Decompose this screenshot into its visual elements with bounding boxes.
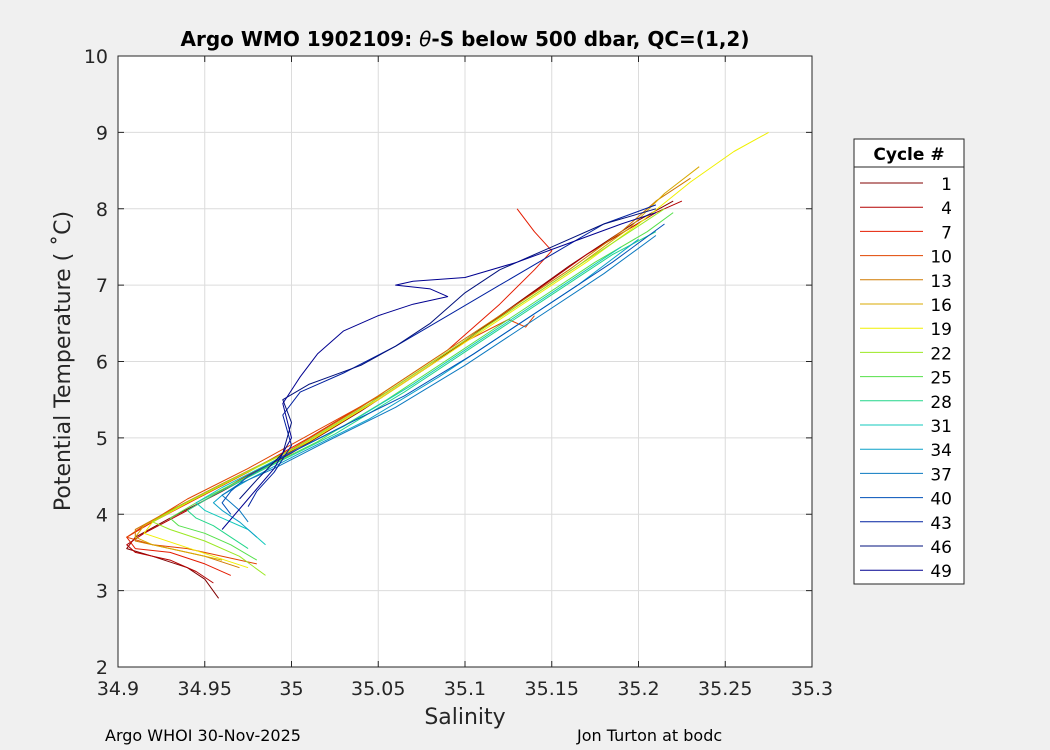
series-line-16 (221, 212, 657, 530)
x-tick-label: 35 (279, 678, 303, 700)
chart-title: Argo WMO 1902109: θ-S below 500 dbar, QC… (181, 27, 750, 51)
x-tick-label: 35.05 (351, 678, 405, 700)
legend-label: 7 (941, 223, 952, 243)
series-line-1 (126, 200, 683, 584)
y-tick-label: 8 (96, 199, 108, 221)
series-line-10 (195, 246, 622, 546)
legend-label: 10 (930, 248, 952, 268)
series-line-13 (221, 223, 665, 515)
footer-right: Jon Turton at bodc (576, 726, 722, 745)
series-line-14 (247, 204, 657, 507)
legend-label: 16 (930, 296, 952, 316)
x-tick-label: 35.25 (698, 678, 752, 700)
legend-label: 25 (930, 369, 952, 389)
grid-lines (117, 55, 813, 668)
legend-box (853, 138, 965, 585)
legend-label: 13 (930, 272, 952, 292)
legend-label: 19 (930, 320, 952, 340)
legend-label: 22 (930, 344, 952, 364)
footer-left: Argo WHOI 30-Nov-2025 (105, 726, 301, 745)
axis-ticks: 34.9 34.95 35 35.05 35.1 35.15 35.2 35.25 35.323… (84, 46, 833, 700)
series-line-7 (152, 208, 665, 576)
legend-label: 49 (930, 562, 952, 582)
x-tick-label: 35.2 (617, 678, 659, 700)
legend-items: 1 4 7 10 13 16 19 22 25 28 31 34 37 40 43 46 49 (860, 175, 952, 582)
series-line-0 (126, 200, 674, 599)
y-axis-title: Potential Temperature ( ˚C) (51, 211, 76, 511)
legend-label: 4 (941, 199, 952, 219)
y-tick-label: 4 (96, 504, 108, 526)
x-tick-label: 35.3 (791, 678, 833, 700)
x-tick-label: 34.9 (97, 678, 139, 700)
legend-label: 40 (930, 490, 952, 510)
legend-title: Cycle # (873, 145, 944, 165)
legend-label: 46 (930, 538, 952, 558)
y-tick-label: 2 (96, 657, 108, 679)
legend-label: 1 (941, 175, 952, 195)
series-line-9 (186, 231, 657, 550)
series-line-15 (239, 208, 657, 500)
series-line-12 (221, 235, 657, 523)
y-tick-label: 7 (96, 275, 108, 297)
y-tick-label: 9 (96, 122, 108, 144)
y-tick-label: 10 (84, 46, 108, 68)
x-tick-label: 34.95 (178, 678, 232, 700)
x-tick-label: 35.15 (525, 678, 579, 700)
series-lines (126, 131, 769, 599)
legend-label: 43 (930, 514, 952, 534)
legend-label: 31 (930, 417, 952, 437)
legend-label: 28 (930, 393, 952, 413)
y-tick-label: 6 (96, 352, 108, 374)
x-axis-title: Salinity (424, 705, 505, 730)
legend-label: 37 (930, 465, 952, 485)
legend-label: 34 (930, 441, 952, 461)
series-line-2 (126, 208, 553, 576)
y-tick-label: 5 (96, 428, 108, 450)
x-tick-label: 35.1 (444, 678, 486, 700)
series-line-6 (143, 131, 769, 569)
series-line-3 (126, 315, 535, 565)
legend: Cycle # 1 4 7 10 13 16 19 22 25 28 31 34 37 40 43 46 49 (853, 138, 965, 585)
y-tick-label: 3 (96, 581, 108, 603)
